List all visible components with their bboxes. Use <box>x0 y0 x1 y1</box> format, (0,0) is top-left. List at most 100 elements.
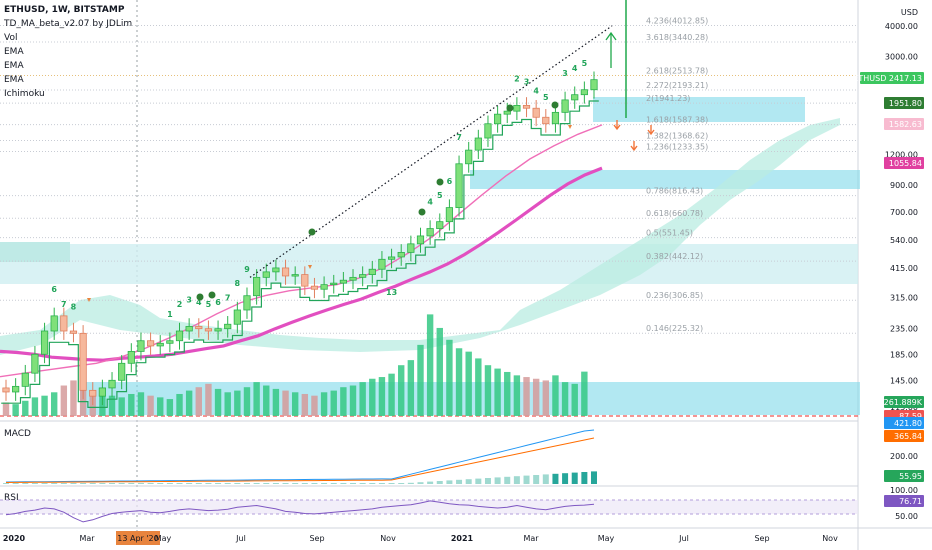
indicator-ema-1[interactable]: EMA <box>4 47 24 57</box>
price-tick: 415.00 <box>890 264 918 273</box>
volume-bar <box>465 351 472 416</box>
td-count-label: 5 <box>437 191 443 200</box>
macd-histogram-bar <box>359 483 366 484</box>
candle-body <box>494 113 502 125</box>
sell-marker <box>568 125 572 129</box>
cloud-band <box>0 244 858 284</box>
rsi-label[interactable]: RSI <box>4 493 19 503</box>
macd-histogram-bar <box>475 478 482 484</box>
candle-body <box>387 256 396 260</box>
indicator-ema-3[interactable]: EMA <box>4 75 24 85</box>
candle-body <box>339 279 347 284</box>
indicator-ichimoku[interactable]: Ichimoku <box>4 89 45 99</box>
volume-bar <box>137 392 145 416</box>
candle-body <box>571 94 579 101</box>
macd-histogram-bar <box>137 483 144 484</box>
candle-body <box>368 268 376 275</box>
volume-bar <box>243 387 251 416</box>
indicator-ema-2[interactable]: EMA <box>4 61 24 71</box>
volume-bar <box>195 387 202 416</box>
candle-body <box>156 342 164 347</box>
td-count-label: 13 <box>386 288 397 297</box>
volume-bar <box>12 404 19 416</box>
macd-histogram-bar <box>99 483 106 484</box>
fibonacci-levels: 4.236(4012.85) 3.618(3440.28) 2.618(2513.7… <box>0 17 858 334</box>
indicator-vol[interactable]: Vol <box>4 33 18 43</box>
macd-histogram-bar <box>31 483 38 484</box>
td-count-label: 8 <box>235 279 241 288</box>
indicator-td-ma[interactable]: TD_MA_beta_v2.07 by JDLim <box>4 19 133 29</box>
volume-bar <box>513 375 521 416</box>
td-count-label: 3 <box>524 77 530 86</box>
macd-histogram-bar <box>176 483 183 484</box>
volume-bar <box>311 395 318 416</box>
time-label: Mar <box>523 534 539 543</box>
candle-body <box>262 271 270 278</box>
price-tick: 4000.00 <box>885 22 918 31</box>
td-count-label: 6 <box>51 285 57 294</box>
macd-histogram-bar <box>70 483 77 484</box>
macd-histogram-bar <box>263 483 270 484</box>
volume-bar <box>494 368 501 416</box>
candle-body <box>31 353 39 374</box>
macd-histogram-bar <box>407 482 414 484</box>
candle-body <box>532 107 540 118</box>
td-count-label: 3 <box>562 69 568 78</box>
macd-histogram-bar <box>224 483 231 484</box>
volume-bar <box>128 393 135 416</box>
volume-bar <box>205 383 212 416</box>
rsi-pane <box>0 499 858 523</box>
price-badge <box>884 97 924 109</box>
macd-histogram-bar <box>89 483 96 484</box>
symbol-title[interactable]: ETHUSD, 1W, BITSTAMP <box>4 5 125 15</box>
candle-body <box>416 235 425 245</box>
fib-label: 0.236(306.85) <box>646 291 703 300</box>
td-count-label: 7 <box>61 300 67 309</box>
fib-label: 2(1941.23) <box>646 94 690 103</box>
macd-histogram-bar <box>301 483 308 484</box>
fib-label: 3.618(3440.28) <box>646 33 708 42</box>
volume-bar <box>349 385 357 416</box>
candle-body <box>69 330 78 334</box>
candle-body <box>214 328 222 332</box>
candle-body <box>561 99 569 113</box>
currency-label: USD <box>901 8 918 17</box>
volume-bar <box>446 339 453 416</box>
candle-body <box>175 330 184 342</box>
volume-bar <box>147 395 154 416</box>
volume-bar <box>359 382 366 416</box>
price-badge <box>884 470 924 482</box>
td-count-label: 1 <box>167 310 173 319</box>
time-label: 13 Apr '20 <box>117 534 158 543</box>
volume-bar <box>561 382 569 416</box>
fib-label: 1.382(1368.62) <box>646 131 708 140</box>
chart-legend: ETHUSD, 1W, BITSTAMP TD_MA_beta_v2.07 by… <box>4 3 132 101</box>
volume-bar <box>282 390 289 416</box>
macd-histogram-bar <box>60 483 67 484</box>
volume-bar <box>79 383 87 416</box>
price-badge-text: 261.889K <box>884 398 923 407</box>
candle-body <box>484 123 492 139</box>
volume-bar <box>436 327 443 416</box>
down-arrow-head <box>630 145 638 152</box>
ema-slow-line <box>0 166 603 362</box>
price-axis[interactable]: USD4000.003000.002000.001200.00900.00700… <box>853 8 924 521</box>
sell-marker <box>87 298 91 302</box>
volume-bar <box>475 358 482 416</box>
macd-histogram-bar <box>234 483 241 484</box>
macd-label[interactable]: MACD <box>4 429 31 439</box>
candle-body <box>127 351 135 364</box>
macd-histogram-bar <box>465 479 472 484</box>
macd-histogram-bar <box>3 483 9 484</box>
price-tick: 1200.00 <box>885 150 918 159</box>
macd-histogram-bar <box>330 483 337 484</box>
volume-bar <box>532 378 540 416</box>
macd-histogram-bar <box>542 474 549 484</box>
candle-body <box>378 258 386 270</box>
candle-body <box>146 340 155 347</box>
macd-histogram-bar <box>446 480 453 484</box>
td-count-label: 5 <box>206 300 212 309</box>
